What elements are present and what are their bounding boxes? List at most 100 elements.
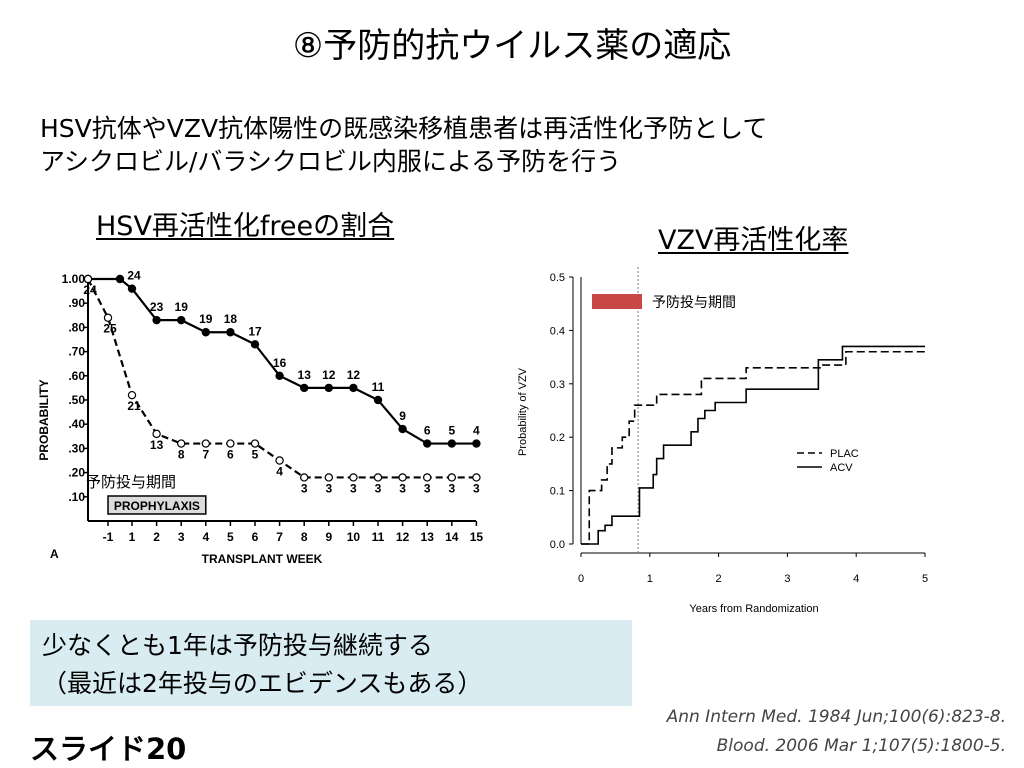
acv-series-line <box>581 345 925 545</box>
open-point <box>447 473 456 482</box>
point-count-label: 4 <box>473 424 480 438</box>
open-point <box>275 456 284 465</box>
vzv-y-axis-label: Probability of VZV <box>517 367 529 456</box>
point-count-label: 23 <box>150 300 164 314</box>
vzv-x-tick-label: 3 <box>784 573 790 585</box>
filled-point <box>423 439 432 448</box>
point-count-label: 3 <box>350 481 357 495</box>
point-count-label: 6 <box>227 448 234 462</box>
open-point <box>324 473 333 482</box>
hsv-series: 24 23 19 19 18 17 16 13 12 12 11 9 6 5 4 24 25 21 13 8 7 6 5 4 3… <box>83 269 481 495</box>
hsv-y-tick-label: .90 <box>68 296 85 310</box>
hsv-x-tick-label: 9 <box>325 530 332 544</box>
hsv-x-tick-label: 13 <box>421 530 435 544</box>
open-point <box>300 473 309 482</box>
filled-point <box>127 284 137 293</box>
point-count-label: 13 <box>298 368 312 382</box>
hsv-y-tick-label: .50 <box>68 393 85 407</box>
point-count-label: 3 <box>325 481 332 495</box>
vzv-prophylaxis-annotation: 予防投与期間 <box>652 295 736 311</box>
hsv-y-tick-label: .10 <box>68 490 85 504</box>
hsv-y-tick-label: .80 <box>68 320 85 334</box>
point-count-label: 12 <box>322 368 336 382</box>
note-line-1: 少なくとも1年は予防投与継続する <box>42 631 433 660</box>
filled-point <box>152 315 161 325</box>
hsv-y-tick-label: .70 <box>68 345 85 359</box>
reference-1: Ann Intern Med. 1984 Jun;100(6):823-8. <box>666 707 1006 727</box>
point-count-label: 9 <box>399 409 406 423</box>
point-count-label: 3 <box>301 481 308 495</box>
hsv-x-tick-label: 15 <box>470 530 484 544</box>
filled-point <box>226 328 235 337</box>
point-count-label: 16 <box>273 356 287 370</box>
filled-point <box>447 439 456 448</box>
hsv-y-tick-label: .20 <box>68 466 85 480</box>
point-count-label: 3 <box>473 481 480 495</box>
vzv-x-tick-label: 5 <box>922 573 928 585</box>
point-count-label: 5 <box>448 424 455 438</box>
hsv-x-tick-label: 14 <box>445 530 459 544</box>
vzv-chart-title: VZV再活性化率 <box>658 225 849 256</box>
hsv-x-tick-label: 11 <box>372 530 385 544</box>
point-count-label: 21 <box>127 399 141 413</box>
open-point <box>201 439 210 448</box>
hsv-prophylaxis-bar: PROPHYLAXIS <box>107 495 207 515</box>
hsv-x-tick-label: 6 <box>252 530 259 544</box>
hsv-x-tick-label: 5 <box>227 530 234 544</box>
vzv-x-tick-label: 2 <box>716 573 722 585</box>
point-count-label: 5 <box>252 448 259 462</box>
point-count-label: 3 <box>424 481 431 495</box>
open-point <box>103 313 113 322</box>
note-box: 少なくとも1年は予防投与継続する （最近は2年投与のエビデンスもある） <box>30 620 632 706</box>
open-point <box>398 473 407 482</box>
filled-point <box>201 328 210 337</box>
intro-line-2: アシクロビル/バラシクロビル内服による予防を行う <box>40 147 622 176</box>
hsv-prophylaxis-annotation: 予防投与期間 <box>86 473 176 491</box>
hsv-y-axis-label: PROBABILITY <box>37 379 51 460</box>
filled-point <box>472 439 481 448</box>
filled-point <box>176 315 186 325</box>
prophylaxis-box <box>107 495 207 515</box>
hsv-x-tick-label: 7 <box>276 530 283 544</box>
open-point <box>127 390 137 400</box>
hsv-chart-title: HSV再活性化freeの割合 <box>96 211 395 242</box>
intro-text: HSV抗体やVZV抗体陽性の既感染移植患者は再活性化予防として アシクロビル/バ… <box>40 112 767 178</box>
hsv-y-tick-label: 1.00 <box>62 272 86 286</box>
point-count-label: 7 <box>202 448 209 462</box>
point-count-label: 3 <box>375 481 382 495</box>
hsv-x-tick-label: -1 <box>103 530 114 544</box>
point-count-label: 13 <box>150 438 164 452</box>
vzv-y-tick-label: 0.4 <box>550 325 565 337</box>
prophylaxis-label: PROPHYLAXIS <box>114 499 200 513</box>
filled-point <box>115 274 125 284</box>
open-point <box>349 473 358 482</box>
reference-2: Blood. 2006 Mar 1;107(5):1800-5. <box>716 736 1006 756</box>
note-line-2: （最近は2年投与のエビデンスもある） <box>42 669 483 698</box>
filled-point <box>275 371 284 380</box>
hsv-x-tick-label: 3 <box>178 530 185 544</box>
point-count-label: 6 <box>424 424 431 438</box>
hsv-y-tick-label: .60 <box>68 369 85 383</box>
filled-point <box>250 340 260 349</box>
vzv-axes: 0.0 0.1 0.2 0.3 0.4 0.5 0 1 2 3 4 5 <box>550 267 928 585</box>
panel-label: A <box>50 547 59 561</box>
point-count-label: 8 <box>178 448 185 462</box>
vzv-y-tick-label: 0.1 <box>550 486 565 498</box>
vzv-y-tick-label: 0.2 <box>550 432 565 444</box>
open-point <box>423 473 432 482</box>
point-count-label: 18 <box>224 312 238 326</box>
vzv-series <box>581 345 925 545</box>
filled-point <box>398 424 407 434</box>
point-count-label: 19 <box>175 300 189 314</box>
hsv-x-tick-label: 4 <box>202 530 209 544</box>
point-count-label: 24 <box>127 269 141 283</box>
point-count-label: 25 <box>103 322 117 336</box>
hsv-x-axis-label: TRANSPLANT WEEK <box>202 552 323 566</box>
point-count-label: 3 <box>448 481 455 495</box>
point-count-label: 17 <box>248 324 262 338</box>
point-count-label: 11 <box>372 380 385 394</box>
filled-point <box>373 395 383 405</box>
legend-label-plac: PLAC <box>830 448 859 460</box>
